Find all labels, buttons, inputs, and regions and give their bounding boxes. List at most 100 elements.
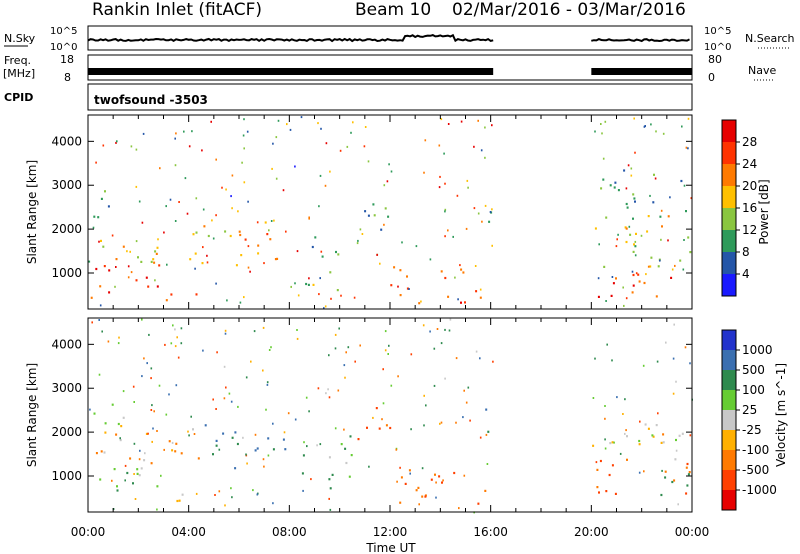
heatmap-cell	[170, 342, 173, 345]
heatmap-cell	[634, 245, 637, 248]
heatmap-cell	[157, 238, 159, 241]
heatmap-cell	[154, 250, 157, 253]
heatmap-cell	[303, 441, 305, 444]
heatmap-cell	[438, 475, 441, 478]
heatmap-cell	[611, 359, 613, 362]
y-tick-label: 1000	[51, 266, 82, 280]
heatmap-cell	[690, 197, 693, 200]
heatmap-cell	[296, 329, 298, 331]
heatmap-cell	[627, 164, 630, 167]
heatmap-cell	[484, 156, 486, 159]
heatmap-cell	[625, 202, 628, 206]
heatmap-cell	[645, 273, 647, 276]
freq-tick-top: 18	[60, 53, 74, 66]
heatmap-cell	[138, 458, 141, 461]
heatmap-cell	[410, 353, 413, 356]
heatmap-cell	[615, 245, 618, 248]
heatmap-cell	[254, 433, 257, 436]
heatmap-cell	[117, 342, 120, 345]
heatmap-cell	[191, 130, 193, 133]
cpid-label: CPID	[4, 91, 33, 104]
nsky-label: N.Sky	[4, 32, 36, 45]
heatmap-cell	[673, 479, 676, 482]
y-tick-label: 3000	[51, 178, 82, 192]
heatmap-cell	[657, 412, 659, 415]
heatmap-cell	[596, 468, 599, 471]
heatmap-cell	[433, 384, 436, 387]
heatmap-cell	[104, 431, 107, 434]
heatmap-cell	[603, 265, 606, 268]
heatmap-cell	[325, 142, 328, 145]
heatmap-cell	[449, 318, 452, 321]
heatmap-cell	[386, 180, 389, 183]
heatmap-cell	[245, 453, 247, 456]
heatmap-cell	[329, 271, 332, 274]
heatmap-cell	[447, 295, 450, 298]
heatmap-cell	[231, 174, 234, 177]
heatmap-cell	[347, 346, 350, 349]
heatmap-cell	[132, 385, 135, 388]
heatmap-cell	[242, 436, 244, 439]
heatmap-cell	[290, 285, 292, 288]
colorbar-swatch	[722, 430, 736, 451]
heatmap-cell	[301, 472, 304, 475]
heatmap-cell	[282, 438, 285, 441]
heatmap-cell	[661, 469, 663, 472]
heatmap-cell	[235, 264, 238, 267]
heatmap-cell	[262, 458, 265, 461]
heatmap-cell	[444, 208, 447, 211]
heatmap-cell	[335, 250, 337, 254]
heatmap-cell	[608, 473, 611, 477]
heatmap-cell	[477, 212, 480, 215]
heatmap-cell	[241, 161, 243, 164]
heatmap-cell	[194, 267, 196, 270]
heatmap-cell	[456, 194, 459, 197]
heatmap-cell	[257, 252, 260, 255]
nave-label: Nave	[748, 64, 776, 77]
heatmap-cell	[651, 434, 654, 437]
heatmap-cell	[234, 431, 237, 434]
heatmap-cell	[393, 266, 396, 269]
heatmap-cell	[250, 360, 252, 363]
heatmap-cell	[634, 254, 637, 257]
heatmap-cell	[390, 384, 393, 387]
heatmap-cell	[409, 472, 411, 475]
heatmap-cell	[600, 187, 603, 190]
heatmap-cell	[363, 145, 366, 148]
heatmap-cell	[464, 301, 466, 304]
heatmap-cell	[305, 396, 308, 399]
heatmap-cell	[330, 297, 332, 300]
heatmap-cell	[223, 365, 226, 368]
heatmap-cell	[283, 431, 286, 434]
heatmap-cell	[193, 433, 196, 435]
heatmap-cell	[231, 436, 234, 439]
heatmap-cell	[683, 184, 686, 187]
heatmap-cell	[473, 207, 476, 210]
heatmap-cell	[194, 252, 197, 255]
heatmap-cell	[465, 401, 468, 404]
heatmap-cell	[644, 125, 646, 127]
heatmap-cell	[269, 238, 272, 241]
heatmap-cell	[486, 463, 489, 465]
heatmap-cell	[643, 470, 645, 473]
heatmap-cell	[399, 466, 401, 469]
colorbar-swatch	[722, 274, 736, 297]
heatmap-cell	[247, 245, 250, 248]
heatmap-cell	[325, 392, 327, 395]
heatmap-cell	[674, 264, 676, 267]
heatmap-cell	[210, 120, 212, 123]
heatmap-cell	[286, 123, 288, 126]
heatmap-cell	[263, 262, 265, 265]
heatmap-cell	[429, 258, 432, 261]
heatmap-cell	[625, 297, 628, 300]
heatmap-cell	[176, 499, 179, 503]
heatmap-cell	[634, 151, 636, 154]
velocity-x-ticks	[87, 318, 693, 512]
heatmap-cell	[180, 327, 183, 330]
heatmap-cell	[93, 215, 96, 218]
colorbar-tick-label: 12	[742, 223, 757, 237]
heatmap-cell	[452, 235, 454, 238]
heatmap-cell	[224, 332, 227, 335]
colorbar-swatch	[722, 120, 736, 143]
heatmap-cell	[458, 507, 460, 510]
